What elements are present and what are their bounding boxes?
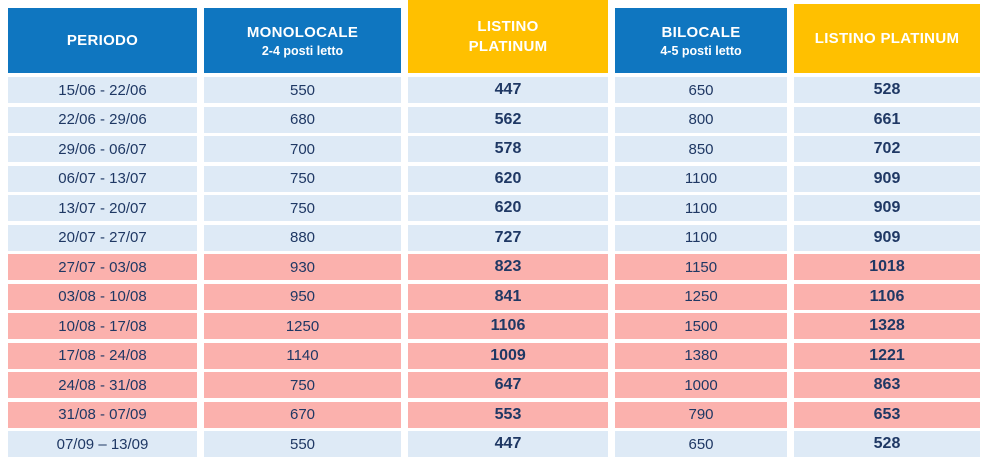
header-listino-platinum-bilocale-label: LISTINO PLATINUM <box>814 29 960 47</box>
table-row: 15/06 - 22/06 550 447 650 528 <box>8 77 980 103</box>
header-periodo-label: PERIODO <box>66 31 139 49</box>
period-cell: 07/09 – 13/09 <box>8 431 197 457</box>
bilocale-price-cell: 850 <box>615 136 787 162</box>
monolocale-price-cell: 680 <box>204 106 401 133</box>
period-cell: 20/07 - 27/07 <box>8 224 197 251</box>
header-monolocale-subtitle: 2-4 posti letto <box>261 43 344 58</box>
listino-platinum-monolocale-price-cell: 578 <box>408 136 608 162</box>
listino-platinum-monolocale-price-cell: 447 <box>408 77 608 103</box>
table-row: 03/08 - 10/08 950 841 1250 1106 <box>8 283 980 310</box>
period-cell: 29/06 - 06/07 <box>8 136 197 162</box>
monolocale-price-cell: 550 <box>204 431 401 457</box>
listino-platinum-monolocale-price-cell: 823 <box>408 254 608 280</box>
table-row: 20/07 - 27/07 880 727 1100 909 <box>8 224 980 251</box>
monolocale-price-cell: 1140 <box>204 342 401 369</box>
listino-platinum-monolocale-price-cell: 727 <box>408 224 608 251</box>
listino-platinum-bilocale-price-cell: 863 <box>794 372 980 398</box>
table-body: 15/06 - 22/06 550 447 650 528 22/06 - 29… <box>8 77 980 457</box>
period-cell: 24/08 - 31/08 <box>8 372 197 398</box>
monolocale-price-cell: 750 <box>204 195 401 221</box>
header-bilocale-subtitle: 4-5 posti letto <box>660 43 742 58</box>
listino-platinum-monolocale-price-cell: 841 <box>408 283 608 310</box>
table-row: 27/07 - 03/08 930 823 1150 1018 <box>8 254 980 280</box>
header-periodo: PERIODO <box>8 8 197 73</box>
header-listino-platinum-monolocale: LISTINO PLATINUM <box>408 0 608 73</box>
header-listino-platinum-bilocale: LISTINO PLATINUM <box>794 4 980 73</box>
monolocale-price-cell: 750 <box>204 165 401 192</box>
period-cell: 31/08 - 07/09 <box>8 401 197 428</box>
listino-platinum-bilocale-price-cell: 1106 <box>794 283 980 310</box>
header-bilocale-label: BILOCALE <box>661 23 741 41</box>
monolocale-price-cell: 930 <box>204 254 401 280</box>
listino-platinum-bilocale-price-cell: 909 <box>794 165 980 192</box>
listino-platinum-bilocale-price-cell: 661 <box>794 106 980 133</box>
period-cell: 03/08 - 10/08 <box>8 283 197 310</box>
monolocale-price-cell: 950 <box>204 283 401 310</box>
bilocale-price-cell: 800 <box>615 106 787 133</box>
listino-platinum-bilocale-price-cell: 528 <box>794 77 980 103</box>
listino-platinum-monolocale-price-cell: 647 <box>408 372 608 398</box>
bilocale-price-cell: 790 <box>615 401 787 428</box>
table-row: 24/08 - 31/08 750 647 1000 863 <box>8 372 980 398</box>
listino-platinum-monolocale-price-cell: 620 <box>408 195 608 221</box>
table-row: 06/07 - 13/07 750 620 1100 909 <box>8 165 980 192</box>
table-row: 31/08 - 07/09 670 553 790 653 <box>8 401 980 428</box>
bilocale-price-cell: 1500 <box>615 313 787 339</box>
period-cell: 22/06 - 29/06 <box>8 106 197 133</box>
bilocale-price-cell: 650 <box>615 431 787 457</box>
listino-platinum-bilocale-price-cell: 1221 <box>794 342 980 369</box>
header-monolocale-label: MONOLOCALE <box>246 23 359 41</box>
period-cell: 10/08 - 17/08 <box>8 313 197 339</box>
table-row: 22/06 - 29/06 680 562 800 661 <box>8 106 980 133</box>
price-table: PERIODO MONOLOCALE 2-4 posti letto LISTI… <box>8 0 980 457</box>
table-header-row: PERIODO MONOLOCALE 2-4 posti letto LISTI… <box>8 0 980 73</box>
bilocale-price-cell: 1100 <box>615 224 787 251</box>
header-listino-platinum-monolocale-line1: LISTINO <box>477 17 539 35</box>
listino-platinum-bilocale-price-cell: 702 <box>794 136 980 162</box>
monolocale-price-cell: 1250 <box>204 313 401 339</box>
listino-platinum-bilocale-price-cell: 1328 <box>794 313 980 339</box>
bilocale-price-cell: 1100 <box>615 165 787 192</box>
bilocale-price-cell: 1380 <box>615 342 787 369</box>
header-bilocale: BILOCALE 4-5 posti letto <box>615 8 787 73</box>
monolocale-price-cell: 670 <box>204 401 401 428</box>
bilocale-price-cell: 1250 <box>615 283 787 310</box>
table-row: 29/06 - 06/07 700 578 850 702 <box>8 136 980 162</box>
listino-platinum-monolocale-price-cell: 620 <box>408 165 608 192</box>
table-row: 13/07 - 20/07 750 620 1100 909 <box>8 195 980 221</box>
listino-platinum-bilocale-price-cell: 528 <box>794 431 980 457</box>
listino-platinum-monolocale-price-cell: 562 <box>408 106 608 133</box>
listino-platinum-monolocale-price-cell: 447 <box>408 431 608 457</box>
listino-platinum-bilocale-price-cell: 1018 <box>794 254 980 280</box>
bilocale-price-cell: 1000 <box>615 372 787 398</box>
listino-platinum-monolocale-price-cell: 1106 <box>408 313 608 339</box>
period-cell: 15/06 - 22/06 <box>8 77 197 103</box>
listino-platinum-bilocale-price-cell: 909 <box>794 195 980 221</box>
period-cell: 17/08 - 24/08 <box>8 342 197 369</box>
monolocale-price-cell: 750 <box>204 372 401 398</box>
listino-platinum-bilocale-price-cell: 653 <box>794 401 980 428</box>
header-listino-platinum-monolocale-line2: PLATINUM <box>468 37 548 55</box>
period-cell: 06/07 - 13/07 <box>8 165 197 192</box>
bilocale-price-cell: 1100 <box>615 195 787 221</box>
monolocale-price-cell: 880 <box>204 224 401 251</box>
table-row: 10/08 - 17/08 1250 1106 1500 1328 <box>8 313 980 339</box>
header-monolocale: MONOLOCALE 2-4 posti letto <box>204 8 401 73</box>
bilocale-price-cell: 1150 <box>615 254 787 280</box>
listino-platinum-monolocale-price-cell: 553 <box>408 401 608 428</box>
monolocale-price-cell: 550 <box>204 77 401 103</box>
table-row: 07/09 – 13/09 550 447 650 528 <box>8 431 980 457</box>
listino-platinum-bilocale-price-cell: 909 <box>794 224 980 251</box>
monolocale-price-cell: 700 <box>204 136 401 162</box>
period-cell: 27/07 - 03/08 <box>8 254 197 280</box>
table-row: 17/08 - 24/08 1140 1009 1380 1221 <box>8 342 980 369</box>
listino-platinum-monolocale-price-cell: 1009 <box>408 342 608 369</box>
bilocale-price-cell: 650 <box>615 77 787 103</box>
period-cell: 13/07 - 20/07 <box>8 195 197 221</box>
